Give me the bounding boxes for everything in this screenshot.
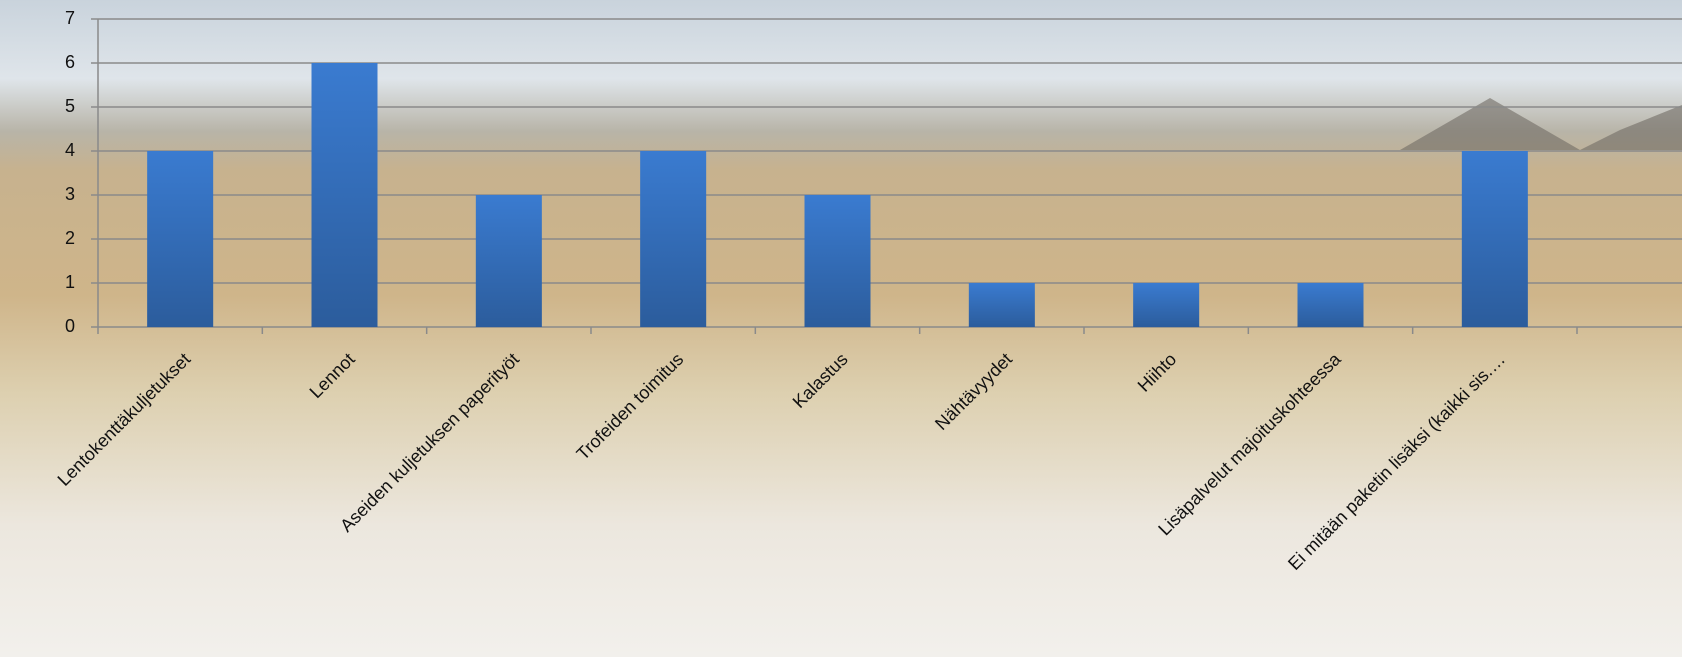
bar-shade (968, 283, 1035, 327)
y-tick-label: 2 (65, 228, 75, 248)
bar-shade (147, 151, 214, 327)
bar-shade (1133, 283, 1200, 327)
bar-shade (311, 63, 378, 327)
bar-shade (1461, 151, 1528, 327)
y-tick-label: 4 (65, 140, 75, 160)
y-tick-label: 3 (65, 184, 75, 204)
y-tick-label: 5 (65, 96, 75, 116)
bar-shade (804, 195, 871, 327)
bar-shade (640, 151, 707, 327)
bar-shade (1297, 283, 1364, 327)
y-tick-label: 0 (65, 316, 75, 336)
y-tick-label: 6 (65, 52, 75, 72)
mountains (1400, 98, 1682, 150)
y-tick-label: 7 (65, 8, 75, 28)
y-tick-label: 1 (65, 272, 75, 292)
bar-shade (475, 195, 542, 327)
